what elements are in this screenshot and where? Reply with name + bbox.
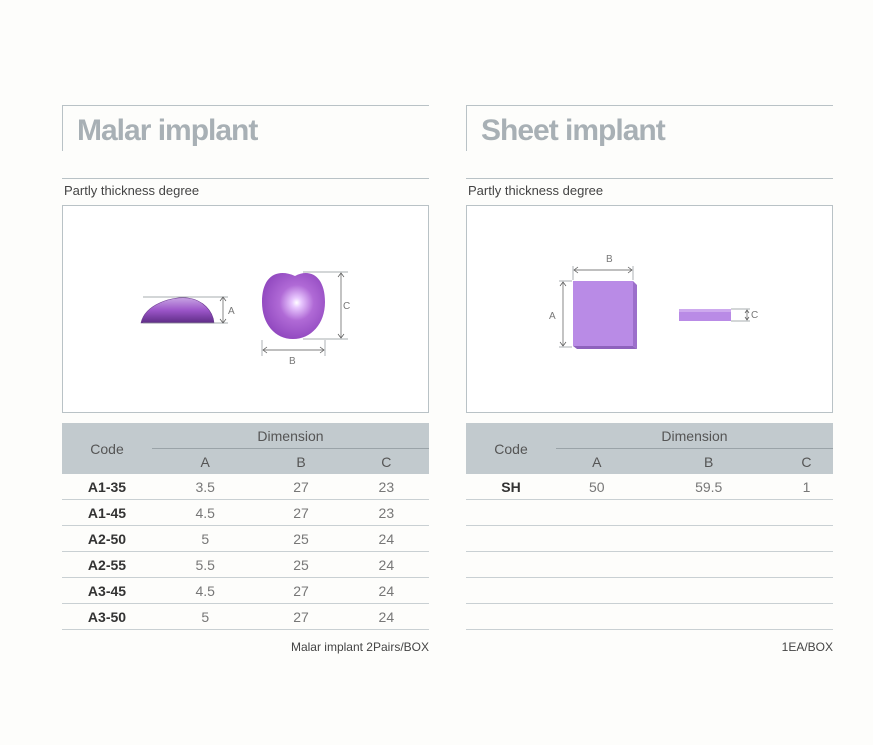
dim-label-c: C xyxy=(343,301,350,312)
panel-subtitle: Partly thickness degree xyxy=(468,183,604,198)
table-row xyxy=(466,499,833,526)
title-frame: Sheet implant xyxy=(466,105,833,151)
dimension-header: Dimension xyxy=(152,423,429,449)
divider xyxy=(466,178,833,179)
col-header-c: C xyxy=(779,448,833,474)
table-row: A1-45 4.5 27 23 xyxy=(62,499,429,526)
packaging-note: Malar implant 2Pairs/BOX xyxy=(290,640,429,654)
table-row xyxy=(466,603,833,630)
dim-label-a: A xyxy=(549,311,556,322)
table-row: A1-35 3.5 27 23 xyxy=(62,474,429,500)
table-row: SH 50 59.5 1 xyxy=(466,474,833,500)
table-row: A2-50 5 25 24 xyxy=(62,525,429,552)
malar-implant-panel: Malar implant Partly thickness degree xyxy=(62,105,429,654)
code-header: Code xyxy=(62,423,152,474)
col-header-c: C xyxy=(343,448,429,474)
dim-label-a: A xyxy=(228,306,235,317)
code-header: Code xyxy=(466,423,556,474)
col-header-a: A xyxy=(152,448,259,474)
sheet-front-shape xyxy=(573,281,633,346)
table-row: A3-45 4.5 27 24 xyxy=(62,577,429,604)
table-row xyxy=(466,525,833,552)
dimension-header: Dimension xyxy=(556,423,833,449)
malar-diagram: A C B xyxy=(62,205,429,413)
panel-title: Malar implant xyxy=(77,114,258,147)
dim-label-b: B xyxy=(606,254,613,265)
malar-diagram-svg: A C B xyxy=(140,271,350,367)
table-row: A3-50 5 27 24 xyxy=(62,603,429,630)
malar-side-shape xyxy=(140,297,215,324)
table-row xyxy=(466,551,833,578)
dim-label-c: C xyxy=(751,310,758,321)
sheet-dimension-table: Code Dimension A B C SH 50 59.5 1 xyxy=(466,423,833,630)
sheet-diagram: B A C xyxy=(466,205,833,413)
col-header-a: A xyxy=(556,448,638,474)
packaging-note: 1EA/BOX xyxy=(781,640,833,654)
table-row xyxy=(466,577,833,604)
sheet-implant-panel: Sheet implant Partly thickness degree B … xyxy=(466,105,833,654)
divider xyxy=(62,178,429,179)
table-row: A2-55 5.5 25 24 xyxy=(62,551,429,578)
col-header-b: B xyxy=(637,448,780,474)
panel-title: Sheet implant xyxy=(481,114,666,147)
malar-dimension-table: Code Dimension A B C A1-35 3.5 27 23 A1-45 4… xyxy=(62,423,429,630)
sheet-diagram-svg: B A C xyxy=(549,254,758,349)
malar-front-shape xyxy=(262,273,325,339)
title-frame: Malar implant xyxy=(62,105,429,151)
panel-subtitle: Partly thickness degree xyxy=(64,183,200,198)
col-header-b: B xyxy=(258,448,344,474)
dim-label-b: B xyxy=(289,356,296,367)
